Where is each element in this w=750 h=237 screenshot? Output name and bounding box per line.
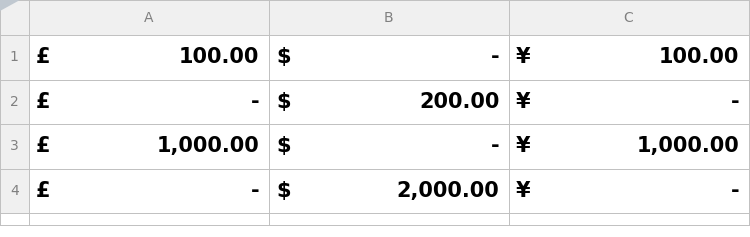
Text: ¥: ¥ [516, 137, 530, 156]
Text: B: B [384, 10, 393, 25]
Text: £: £ [36, 181, 50, 201]
Text: -: - [490, 47, 500, 67]
Text: £: £ [36, 47, 50, 67]
Text: 2,000.00: 2,000.00 [397, 181, 500, 201]
Text: 1,000.00: 1,000.00 [157, 137, 260, 156]
Text: 100.00: 100.00 [659, 47, 740, 67]
Text: -: - [730, 92, 740, 112]
Bar [0, 0, 28, 225]
Text: ¥: ¥ [516, 92, 530, 112]
Text: $: $ [276, 47, 290, 67]
Text: £: £ [36, 92, 50, 112]
Text: ¥: ¥ [516, 47, 530, 67]
Text: 200.00: 200.00 [419, 92, 500, 112]
Bar [0, 0, 750, 35]
Text: $: $ [276, 137, 290, 156]
Text: -: - [251, 181, 260, 201]
Text: 2: 2 [10, 95, 19, 109]
Text: C: C [624, 10, 634, 25]
Text: 1,000.00: 1,000.00 [637, 137, 740, 156]
Polygon shape [0, 0, 20, 11]
Text: $: $ [276, 181, 290, 201]
Text: A: A [144, 10, 153, 25]
Text: -: - [251, 92, 260, 112]
Text: -: - [490, 137, 500, 156]
Bar [0, 213, 750, 225]
Text: 100.00: 100.00 [179, 47, 260, 67]
Text: 3: 3 [10, 139, 19, 154]
Text: 4: 4 [10, 184, 19, 198]
Text: $: $ [276, 92, 290, 112]
Text: -: - [730, 181, 740, 201]
Text: 1: 1 [10, 50, 19, 64]
Text: ¥: ¥ [516, 181, 530, 201]
Text: £: £ [36, 137, 50, 156]
